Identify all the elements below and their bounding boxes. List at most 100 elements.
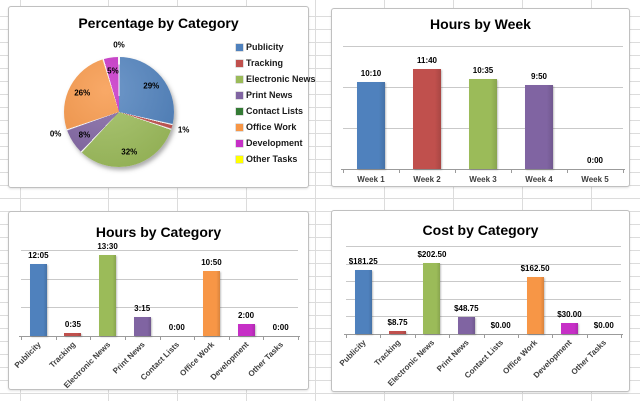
legend-label: Other Tasks (246, 154, 298, 164)
axis-tick (511, 170, 512, 173)
legend-label: Contact Lists (246, 106, 304, 116)
legend-item-office-work[interactable]: Office Work (236, 122, 296, 132)
data-label-week-4: 9:50 (530, 72, 548, 81)
pie-data-label-office-work: 26% (74, 88, 91, 98)
data-label-office-work: 10:50 (201, 258, 222, 267)
chart-title: Cost by Category (422, 222, 539, 238)
bar-week-4[interactable] (525, 85, 553, 169)
bar-week-1[interactable] (357, 82, 385, 169)
bar-week-2[interactable] (413, 69, 441, 169)
gridline (346, 246, 621, 247)
data-label-week-3: 10:35 (472, 66, 494, 75)
pie-data-label-tracking: 1% (177, 125, 190, 135)
bar-print-news[interactable] (458, 317, 475, 334)
legend-swatch-print-news (236, 91, 243, 99)
legend-item-print-news[interactable]: Print News (236, 90, 293, 100)
legend-label: Office Work (246, 122, 297, 132)
category-label-publicity: Publicity (12, 340, 43, 370)
legend-label: Publicity (246, 42, 284, 52)
chart-title: Hours by Week (430, 16, 531, 32)
category-label-other-tasks: Other Tasks (569, 338, 609, 377)
x-axis-line (19, 336, 300, 337)
x-axis-line (344, 334, 623, 335)
pie-data-label-publicity: 29% (143, 81, 160, 91)
bar-chart-area: 12:05 Publicity 0:35 Tracking 13:30 Electroni… (9, 212, 308, 390)
legend-swatch-tracking (236, 59, 243, 67)
axis-tick (623, 170, 624, 173)
legend-swatch-contact-lists (236, 107, 243, 115)
data-label-other-tasks: $0.00 (593, 321, 614, 330)
bar-electronic-news[interactable] (99, 255, 116, 336)
bar-publicity[interactable] (30, 264, 47, 336)
legend-item-contact-lists[interactable]: Contact Lists (236, 106, 303, 116)
bar-development[interactable] (561, 323, 578, 334)
data-label-development: $30.00 (557, 310, 582, 319)
legend-item-development[interactable]: Development (236, 138, 303, 148)
category-label-week-1: Week 1 (357, 175, 385, 184)
axis-tick (228, 337, 230, 340)
gridline (21, 250, 298, 251)
axis-tick (90, 337, 92, 340)
gridline (346, 316, 621, 318)
data-label-week-5: 0:00 (586, 156, 604, 165)
chart-panel-hours-by-week[interactable]: Hours by Week 10:10 Week 1 11:40 Week 2 10:3… (331, 8, 630, 187)
chart-title: Hours by Category (95, 224, 222, 240)
legend-label: Electronic News (246, 74, 316, 84)
gridline (343, 46, 623, 47)
bar-tracking[interactable] (389, 331, 406, 334)
legend-item-other-tasks[interactable]: Other Tasks (236, 154, 297, 164)
gridline (21, 278, 298, 280)
x-axis-line (341, 169, 625, 170)
axis-tick (343, 170, 344, 173)
axis-tick (449, 335, 451, 338)
axis-tick (346, 335, 347, 338)
chart-panel-percentage-by-category[interactable]: Percentage by Category 29% 1% 32% 8% 0% 26% 5%… (8, 6, 316, 188)
bar-electronic-news[interactable] (423, 263, 440, 334)
bar-office-work[interactable] (527, 277, 544, 334)
axis-tick (194, 337, 196, 340)
bar-office-work[interactable] (203, 271, 220, 336)
data-label-contact-lists: 0:00 (168, 323, 185, 332)
legend-item-publicity[interactable]: Publicity (236, 42, 284, 52)
pie-data-label-print-news: 8% (78, 130, 91, 139)
axis-tick (586, 335, 588, 338)
pie-data-label-contact-lists: 0% (49, 129, 62, 139)
data-label-tracking: $8.75 (387, 318, 408, 327)
bar-development[interactable] (238, 324, 255, 336)
axis-tick (552, 335, 554, 338)
category-label-other-tasks: Other Tasks (246, 340, 286, 379)
bar-print-news[interactable] (134, 317, 151, 336)
axis-tick (483, 335, 485, 338)
legend-swatch-publicity (236, 43, 243, 51)
legend-item-tracking[interactable]: Tracking (236, 58, 283, 68)
legend-item-electronic-news[interactable]: Electronic News (236, 74, 316, 84)
legend-swatch-office-work (236, 123, 243, 131)
data-label-publicity: 12:05 (28, 251, 49, 260)
bar-chart-area: $181.25 Publicity $8.75 Tracking $202.50 Elec… (332, 211, 629, 391)
bar-publicity[interactable] (355, 270, 372, 334)
gridline (346, 263, 621, 265)
axis-tick (621, 335, 622, 338)
bar-week-3[interactable] (469, 79, 497, 169)
chart-panel-hours-by-category[interactable]: Hours by Category 12:05 Publicity 0:35 Trac… (8, 211, 309, 390)
axis-tick (55, 337, 57, 340)
data-label-week-1: 10:10 (360, 69, 382, 78)
pie[interactable] (64, 57, 174, 167)
axis-tick (455, 170, 456, 173)
bar-tracking[interactable] (64, 333, 81, 336)
data-label-electronic-news: 13:30 (97, 242, 118, 251)
axis-tick (124, 337, 126, 340)
data-label-electronic-news: $202.50 (417, 250, 447, 259)
axis-tick (21, 337, 22, 340)
data-label-week-2: 11:40 (416, 56, 438, 65)
data-label-office-work: $162.50 (520, 264, 550, 273)
pie-data-label-electronic-news: 32% (121, 147, 138, 157)
data-label-print-news: 3:15 (134, 304, 151, 313)
category-label-week-3: Week 3 (469, 175, 497, 184)
category-label-print-news: Print News (110, 340, 147, 376)
axis-tick (517, 335, 519, 338)
chart-panel-cost-by-category[interactable]: Cost by Category $181.25 Publicity $8.75 Tr… (331, 210, 630, 392)
axis-tick (414, 335, 416, 338)
pie-chart-area: 29% 1% 32% 8% 0% 26% 5% 0% Publicity Tracking Elec… (9, 7, 316, 187)
axis-tick (263, 337, 265, 340)
